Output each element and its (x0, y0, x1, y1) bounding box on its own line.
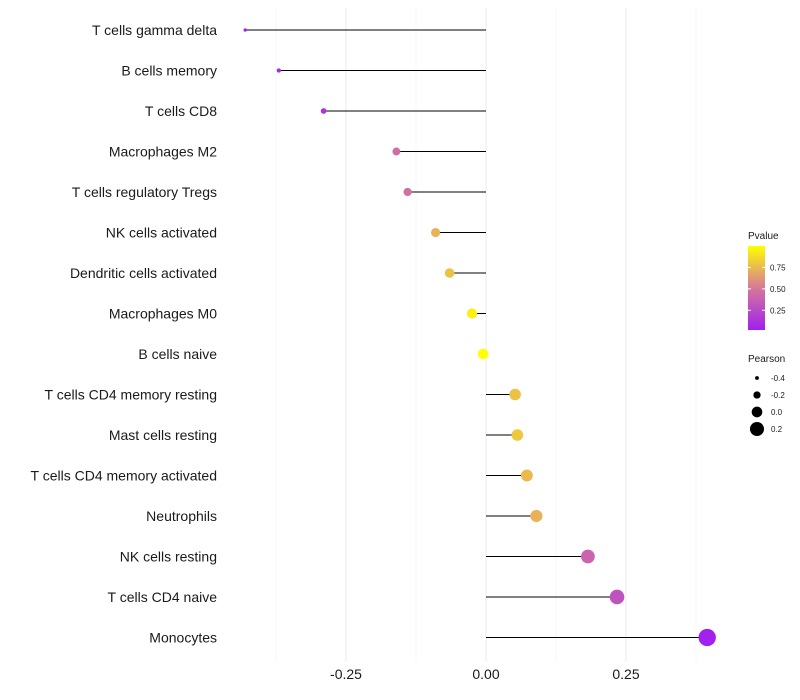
dot-t-cells-cd4-naive (609, 589, 625, 605)
pvalue-legend-title: Pvalue (748, 231, 779, 242)
y-label-nk-cells-activated: NK cells activated (106, 225, 217, 241)
dot-t-cells-cd8 (320, 108, 327, 114)
y-label-mast-cells-resting: Mast cells resting (109, 427, 217, 443)
dot-t-cells-cd4-memory-resting (509, 388, 521, 401)
size-key-dot-0 (755, 376, 759, 380)
dot-monocytes (698, 628, 716, 647)
dot-macrophages-m2 (392, 147, 401, 156)
y-label-b-cells-naive: B cells naive (138, 346, 217, 362)
dot-b-cells-naive (477, 348, 489, 360)
size-key-dot-1 (753, 391, 761, 399)
lollipop-dots (243, 28, 716, 647)
y-label-b-cells-memory: B cells memory (121, 63, 217, 79)
pvalue-colorbar (748, 246, 765, 330)
lollipop-stems (245, 29, 708, 638)
grid-lines (275, 8, 697, 662)
dot-nk-cells-activated (431, 227, 441, 238)
y-label-t-cells-cd8: T cells CD8 (145, 103, 217, 119)
y-label-t-cells-cd4-memory-resting: T cells CD4 memory resting (45, 387, 217, 403)
y-label-nk-cells-resting: NK cells resting (120, 549, 217, 565)
y-label-t-cells-regulatory-tregs: T cells regulatory Tregs (72, 184, 217, 200)
pearson-legend: Pearson -0.4 -0.2 0.0 0.2 (748, 354, 785, 437)
dot-neutrophils (530, 509, 543, 523)
y-axis-labels: T cells gamma delta B cells memory T cells… (31, 22, 218, 646)
dot-dendritic-cells-activated (444, 268, 455, 278)
colorbar-tick-label-0: 0.25 (770, 306, 786, 315)
dot-nk-cells-resting (581, 549, 595, 564)
pearson-legend-title: Pearson (748, 354, 785, 365)
y-label-t-cells-gamma-delta: T cells gamma delta (92, 22, 217, 38)
dot-b-cells-memory (276, 68, 281, 73)
y-label-t-cells-cd4-memory-activated: T cells CD4 memory activated (31, 468, 217, 484)
y-label-dendritic-cells-activated: Dendritic cells activated (70, 265, 217, 281)
size-key-label-1: -0.2 (771, 391, 785, 400)
x-tick-label-1: 0.00 (472, 666, 499, 682)
size-key-dot-2 (751, 406, 763, 418)
dot-t-cells-regulatory-tregs (403, 187, 412, 197)
size-key-dot-3 (749, 421, 765, 437)
x-axis-labels: -0.25 0.00 0.25 (330, 666, 640, 682)
dot-macrophages-m0 (466, 308, 478, 319)
pvalue-legend: Pvalue 0.25 0.50 0.75 (748, 231, 786, 330)
size-key-label-2: 0.0 (771, 408, 783, 417)
dot-t-cells-gamma-delta (243, 28, 247, 32)
dot-t-cells-cd4-memory-activated (520, 469, 533, 482)
size-key-label-3: 0.2 (771, 425, 783, 434)
y-label-macrophages-m2: Macrophages M2 (109, 144, 217, 160)
y-label-neutrophils: Neutrophils (146, 508, 217, 524)
size-key-label-0: -0.4 (771, 374, 785, 383)
y-label-macrophages-m0: Macrophages M0 (109, 306, 217, 322)
y-label-t-cells-cd4-naive: T cells CD4 naive (108, 589, 218, 605)
y-label-monocytes: Monocytes (149, 630, 217, 646)
x-tick-label-2: 0.25 (612, 666, 639, 682)
dot-mast-cells-resting (511, 429, 524, 441)
x-tick-label-0: -0.25 (330, 666, 362, 682)
colorbar-tick-label-2: 0.75 (770, 263, 786, 272)
colorbar-tick-label-1: 0.50 (770, 285, 786, 294)
